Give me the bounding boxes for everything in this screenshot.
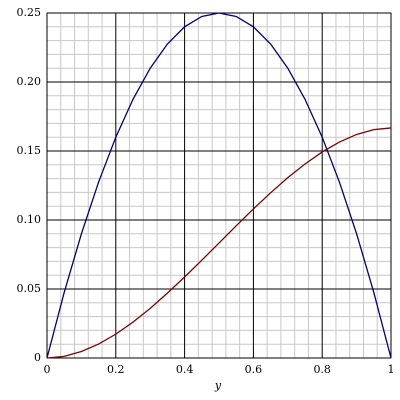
y-tick-label: 0 bbox=[34, 351, 41, 364]
x-axis-label: y bbox=[214, 379, 222, 392]
y-tick-label: 0.20 bbox=[17, 75, 42, 88]
x-tick-label: 0 bbox=[44, 363, 51, 376]
series-line bbox=[46, 12, 392, 359]
y-tick-label: 0.15 bbox=[17, 144, 42, 157]
y-tick-label: 0.25 bbox=[17, 6, 42, 19]
x-tick-label: 0.8 bbox=[313, 363, 331, 376]
x-tick-label: 0.6 bbox=[245, 363, 263, 376]
plot-frame bbox=[46, 12, 392, 359]
y-tick-label: 0.10 bbox=[17, 213, 42, 226]
x-tick-label: 0.4 bbox=[176, 363, 194, 376]
x-tick-label: 0.2 bbox=[107, 363, 125, 376]
x-tick-label: 1 bbox=[388, 363, 395, 376]
series-line bbox=[46, 127, 392, 359]
y-tick-label: 0.05 bbox=[17, 282, 42, 295]
